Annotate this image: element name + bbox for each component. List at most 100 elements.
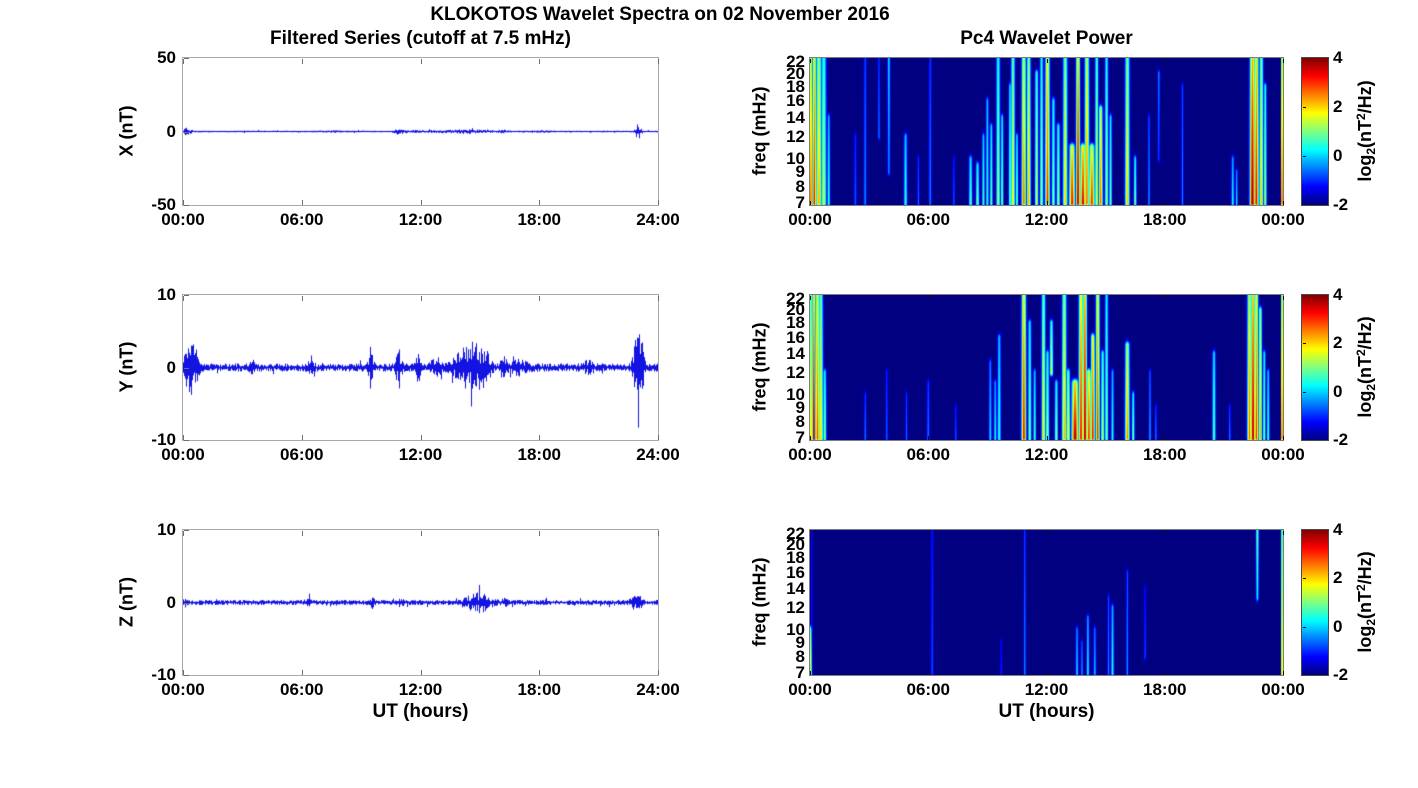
freq-tick-label: 7	[795, 428, 805, 448]
x-tick-label: 18:00	[517, 680, 561, 699]
x-tick-mark	[928, 531, 930, 535]
x-tick-mark	[1046, 201, 1048, 205]
x-tick-mark	[183, 59, 184, 64]
colorbar-tick-mark	[1303, 343, 1306, 345]
x-tick-mark	[183, 670, 184, 675]
y-tick-mark	[184, 205, 189, 206]
x-tick-mark	[301, 531, 303, 536]
y-tick-label: 10	[157, 520, 176, 539]
freq-tick-label: 18	[786, 76, 805, 96]
x-tick-label: 12:00	[398, 445, 443, 464]
y-tick-mark	[184, 675, 189, 676]
x-tick-mark	[420, 435, 422, 440]
wavelet-power-y-spectrogram	[809, 294, 1284, 441]
x-tick-label: 18:00	[517, 445, 561, 464]
x-tick-mark	[928, 201, 930, 205]
x-tick-label: 06:00	[906, 680, 950, 699]
freq-tick-label: 8	[795, 646, 805, 666]
x-tick-mark	[658, 59, 659, 64]
x-tick-mark	[658, 435, 659, 440]
colorbar-tick-label: 4	[1333, 520, 1343, 539]
colorbar-tick-label: 0	[1333, 381, 1343, 401]
x-tick-mark	[420, 200, 422, 205]
x-tick-mark	[928, 436, 930, 440]
xlabel-left: UT (hours)	[372, 701, 469, 722]
x-tick-mark	[810, 436, 811, 440]
freq-tick-label: 16	[786, 327, 805, 347]
x-tick-mark	[810, 671, 811, 675]
x-tick-label: 06:00	[280, 210, 324, 229]
x-tick-mark	[301, 200, 303, 205]
freq-tick-label: 20	[786, 63, 805, 83]
x-tick-label: 00:00	[788, 445, 832, 464]
x-tick-mark	[810, 531, 811, 535]
x-tick-label: 06:00	[280, 680, 324, 699]
x-tick-label: 12:00	[398, 680, 443, 699]
colorbar-tick-label: 2	[1333, 333, 1343, 353]
timeseries-y-plot	[182, 294, 659, 441]
x-tick-mark	[1164, 531, 1166, 535]
freq-tick-label: 9	[795, 162, 805, 182]
x-tick-mark	[1283, 671, 1284, 675]
y-tick-mark	[184, 602, 189, 604]
x-tick-label: 12:00	[1024, 680, 1069, 699]
x-tick-mark	[928, 671, 930, 675]
x-tick-mark	[420, 531, 422, 536]
freq-tick-label: 16	[786, 91, 805, 111]
figure-title: KLOKOTOS Wavelet Spectra on 02 November …	[430, 4, 890, 25]
x-tick-mark	[539, 296, 541, 301]
x-tick-mark	[301, 435, 303, 440]
x-tick-label: 18:00	[1143, 210, 1187, 229]
x-tick-mark	[301, 59, 303, 64]
y-tick-mark	[184, 295, 189, 296]
xlabel-right: UT (hours)	[998, 701, 1095, 722]
x-tick-mark	[539, 200, 541, 205]
freq-tick-label: 10	[786, 619, 805, 639]
wavelet-power-x-spectrogram	[809, 57, 1284, 206]
x-tick-mark	[810, 59, 811, 63]
x-tick-mark	[1046, 671, 1048, 675]
colorbar-tick-mark	[1303, 626, 1306, 628]
x-tick-mark	[1164, 59, 1166, 63]
x-tick-mark	[658, 531, 659, 536]
colorbar-tick-label: 4	[1333, 285, 1343, 304]
x-tick-mark	[658, 296, 659, 301]
x-tick-label: 00:00	[1261, 445, 1305, 464]
x-tick-mark	[301, 670, 303, 675]
freq-tick-label: 22	[786, 523, 805, 543]
x-tick-mark	[1283, 59, 1284, 63]
y-tick-label: 0	[166, 592, 176, 612]
x-tick-label: 06:00	[906, 445, 950, 464]
y-tick-label: 10	[157, 285, 176, 304]
x-tick-mark	[658, 200, 659, 205]
freq-tick-label: 10	[786, 384, 805, 404]
x-tick-label: 12:00	[1024, 210, 1069, 229]
x-tick-mark	[1046, 59, 1048, 63]
x-tick-label: 00:00	[161, 680, 205, 699]
x-tick-mark	[539, 670, 541, 675]
x-tick-mark	[1046, 296, 1048, 300]
y-tick-mark	[184, 58, 189, 59]
x-tick-label: 00:00	[788, 210, 832, 229]
x-tick-mark	[1283, 436, 1284, 440]
freq-tick-label: 7	[795, 663, 805, 683]
freq-tick-label: 14	[786, 343, 805, 363]
y-tick-label: -10	[151, 430, 176, 449]
freq-tick-label: 16	[786, 562, 805, 582]
colorbar-tick-label: 0	[1333, 146, 1343, 165]
freq-tick-label: 12	[786, 126, 805, 146]
y-tick-mark	[184, 131, 189, 133]
x-tick-mark	[183, 296, 184, 301]
x-tick-mark	[301, 296, 303, 301]
freq-tick-label: 8	[795, 176, 805, 196]
x-tick-mark	[1164, 296, 1166, 300]
colorbar-tick-label: -2	[1333, 430, 1349, 449]
x-tick-mark	[1164, 201, 1166, 205]
freq-tick-label: 18	[786, 313, 805, 333]
y-tick-label: 0	[166, 357, 176, 377]
x-tick-mark	[1283, 296, 1284, 300]
colorbar-tick-label: -2	[1333, 665, 1349, 684]
x-tick-label: 00:00	[161, 210, 205, 229]
x-tick-mark	[1164, 671, 1166, 675]
